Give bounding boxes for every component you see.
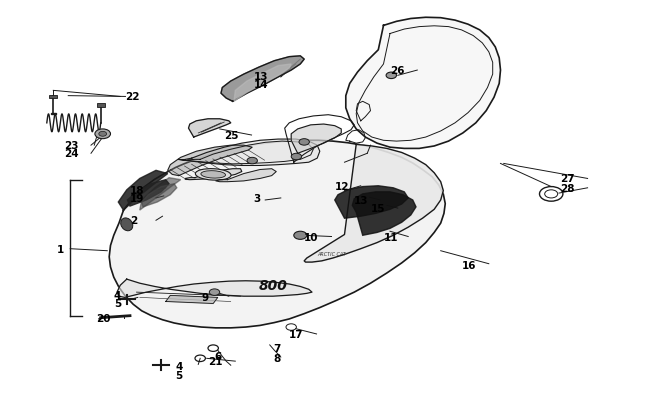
Text: 800: 800 [259,279,287,292]
Text: 25: 25 [224,131,239,141]
Polygon shape [109,141,445,328]
Text: 9: 9 [202,293,209,303]
Polygon shape [142,184,177,207]
Text: 6: 6 [214,352,222,361]
Text: 10: 10 [304,232,318,242]
Text: 7: 7 [273,343,280,353]
Polygon shape [304,145,443,262]
Text: 19: 19 [130,194,144,203]
Bar [49,96,57,99]
Text: 18: 18 [130,185,144,195]
Text: 21: 21 [208,356,222,366]
Text: 24: 24 [64,149,79,159]
Text: 14: 14 [254,80,268,90]
Bar [51,113,56,115]
Circle shape [291,154,302,160]
Text: 22: 22 [125,92,140,102]
Circle shape [294,232,307,240]
Text: 3: 3 [254,194,261,203]
Text: 28: 28 [560,183,575,193]
Text: 12: 12 [335,181,349,191]
Polygon shape [352,192,416,236]
Polygon shape [127,180,169,207]
Text: 16: 16 [462,260,476,270]
Polygon shape [178,140,320,166]
Polygon shape [234,65,291,102]
Text: 4: 4 [176,362,183,371]
Polygon shape [291,125,341,154]
Polygon shape [166,296,218,304]
Text: 1: 1 [57,244,64,254]
Circle shape [99,132,107,137]
Text: 26: 26 [390,66,404,76]
Circle shape [386,73,396,79]
Text: 15: 15 [370,204,385,213]
Circle shape [209,289,220,296]
Text: 27: 27 [560,174,575,184]
Polygon shape [335,186,408,219]
Text: 13: 13 [254,72,268,82]
Polygon shape [221,57,304,102]
Text: ARCTIC CAT: ARCTIC CAT [317,252,346,257]
Circle shape [299,139,309,146]
Text: 17: 17 [289,329,304,339]
Text: 4: 4 [114,291,121,301]
Text: 2: 2 [130,216,137,226]
Ellipse shape [121,218,133,231]
Polygon shape [118,171,168,211]
Text: 5: 5 [114,299,121,309]
Ellipse shape [201,171,226,179]
Polygon shape [216,169,276,182]
Circle shape [247,158,257,164]
Polygon shape [168,146,252,176]
Polygon shape [140,178,181,211]
Polygon shape [185,169,242,180]
Text: 20: 20 [96,313,110,323]
Circle shape [95,130,110,139]
Polygon shape [188,119,231,138]
Polygon shape [117,279,312,298]
Text: 8: 8 [273,354,280,363]
Text: 23: 23 [64,141,78,151]
Bar [97,104,105,107]
Polygon shape [346,18,500,149]
Text: 11: 11 [384,232,398,242]
Text: 13: 13 [354,196,369,205]
Ellipse shape [196,169,231,181]
Text: 5: 5 [176,370,183,379]
